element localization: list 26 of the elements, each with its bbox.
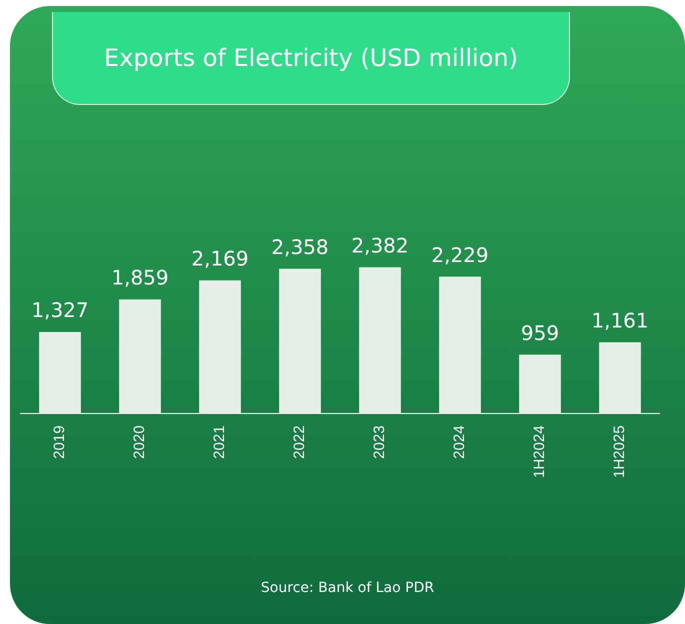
data-label: 2,358 [271, 234, 329, 259]
data-label: 959 [520, 320, 560, 345]
source-note: Source: Bank of Lao PDR [260, 580, 436, 596]
x-tick-label: 2019 [51, 425, 68, 459]
x-tick-label: 2024 [451, 425, 468, 459]
chart-title: Exports of Electricity (USD million) [52, 12, 570, 105]
data-label: 1,327 [31, 298, 89, 322]
x-tick-label: 1H2024 [531, 425, 548, 478]
x-tick-label: 1H2025 [611, 425, 628, 478]
data-label: 2,382 [351, 233, 409, 258]
bar [279, 268, 321, 414]
bar [199, 280, 241, 414]
bar [39, 332, 81, 414]
x-tick-label: 2021 [211, 425, 228, 459]
bar [599, 342, 641, 414]
bar [439, 276, 481, 414]
data-label: 1,859 [111, 266, 169, 290]
data-label: 1,161 [591, 308, 649, 332]
x-tick-label: 2022 [291, 425, 308, 459]
data-label: 2,169 [191, 246, 249, 271]
bar [119, 299, 161, 414]
x-tick-label: 2023 [371, 425, 388, 459]
x-tick-label: 2020 [131, 425, 148, 459]
data-label: 2,229 [431, 242, 489, 267]
bar [519, 354, 561, 414]
bar [359, 267, 401, 414]
